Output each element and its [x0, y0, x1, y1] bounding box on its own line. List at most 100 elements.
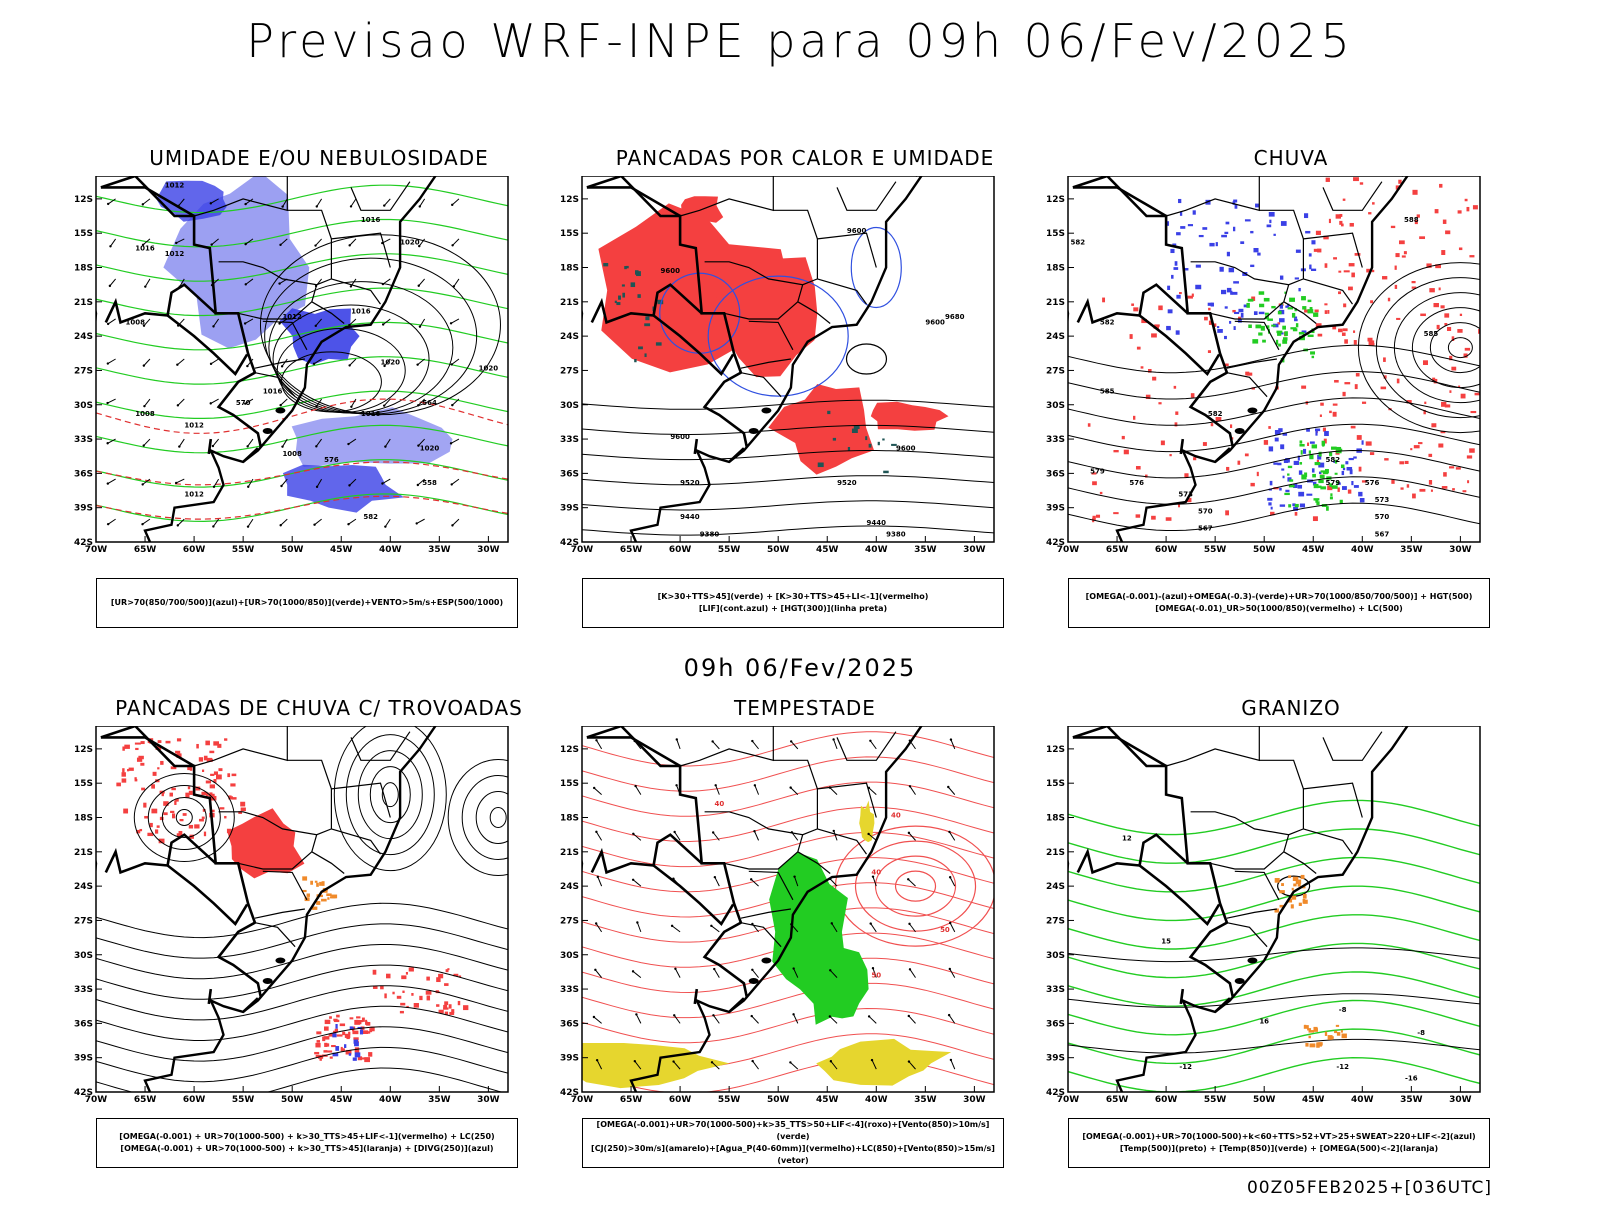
- wind-vector-head: [449, 442, 453, 445]
- map-chuva[interactable]: 582 582 588 585 585 582 579 576 573 570 567 582 579 5…: [1036, 176, 1546, 576]
- wind-vector: [868, 1016, 877, 1024]
- heavy-rain-area: [1260, 325, 1265, 331]
- storm-rain-area: [188, 824, 194, 829]
- rain-area: [1366, 268, 1371, 273]
- rain-area: [1317, 333, 1323, 337]
- rain-area: [1140, 366, 1144, 369]
- contour-label: 576: [1365, 479, 1380, 487]
- wind-vector-head: [793, 875, 796, 878]
- rain-area: [1449, 355, 1453, 361]
- rain-area: [1395, 185, 1401, 190]
- legend-chuva: [OMEGA(-0.001)-(azul)+OMEGA(-0.3)-(verde…: [1068, 578, 1490, 628]
- storm-rain-area: [438, 973, 444, 979]
- contour-label: 9600: [925, 319, 945, 327]
- lon-tick-label: 40W: [865, 545, 888, 555]
- lat-tick-label: 30S: [560, 951, 579, 961]
- wind-vector-head: [749, 878, 753, 881]
- wind-vector: [451, 358, 460, 365]
- rain-area: [1353, 177, 1359, 182]
- wind-vector: [452, 238, 460, 246]
- storm-rain-area: [438, 1009, 444, 1014]
- storm-rain-area: [194, 824, 200, 829]
- rain-area: [1432, 377, 1436, 382]
- wind-vector-head: [418, 325, 422, 328]
- legend-line: [Temp(500)](preto) + [Temp(850)](verde) …: [1119, 1144, 1439, 1153]
- panel-trovoadas: PANCADAS DE CHUVA C/ TROVOADAS 12S 15S 18S…: [64, 696, 574, 1216]
- omega-area: [1174, 261, 1178, 266]
- storm-rain-area: [203, 755, 208, 761]
- storm-rain-area: [238, 811, 243, 814]
- divergence-area: [353, 1039, 359, 1044]
- temp500-contour: [1068, 1038, 1480, 1054]
- lat-tick-label: 42S: [1046, 1088, 1065, 1098]
- storm-rain-area: [336, 1014, 340, 1018]
- rain-area: [1419, 236, 1426, 240]
- wind-vector-head: [280, 484, 283, 488]
- wind-vector-head: [711, 831, 715, 834]
- omega500-area: [1287, 898, 1293, 903]
- wind-vector-head: [869, 922, 872, 925]
- omega-area: [1229, 320, 1232, 324]
- storm-rain-area: [179, 818, 184, 822]
- wind-vector-head: [449, 322, 453, 325]
- wind-vector-head: [280, 365, 284, 368]
- wind-vector-head: [907, 1060, 911, 1063]
- wind-vector: [636, 922, 642, 933]
- map-granizo[interactable]: -8 -8 -12 -12 -16 12 15 16 12S 15S 18S 21S 24S 27S 30S…: [1036, 726, 1546, 1126]
- map-umidade[interactable]: 1012 1012 1016 1016 1020 1012 1008 1016 1020 1016…: [64, 176, 574, 576]
- wind-vector: [908, 1061, 916, 1070]
- wind-vector-head: [348, 244, 351, 247]
- wind-vector-head: [631, 970, 635, 973]
- wind-vector: [280, 398, 288, 406]
- wet-area: [868, 443, 872, 448]
- rain-area: [1396, 378, 1400, 384]
- contour-label: -16: [1405, 1075, 1418, 1083]
- wind-vector-head: [710, 924, 713, 928]
- omega-area: [1171, 274, 1174, 279]
- rain-area: [1428, 453, 1433, 457]
- streamline: [161, 797, 207, 838]
- contour-label: 582: [1326, 456, 1341, 464]
- map-tempestade[interactable]: 40 40 50 50 40 12S 15S 18S 21S 24S 27S 30S 33S 36S 39S…: [550, 726, 1060, 1126]
- contour-label: -12: [1179, 1063, 1192, 1071]
- storm-rain-area: [227, 808, 305, 879]
- lagoon: [1247, 957, 1258, 964]
- heavy-rain-area: [1301, 474, 1307, 480]
- lon-tick-label: 65W: [1106, 545, 1129, 555]
- state-border: [748, 870, 794, 901]
- wind-vector: [870, 923, 877, 933]
- rain-area: [1323, 438, 1327, 444]
- rain-area: [1087, 423, 1091, 427]
- wind-vector: [632, 833, 642, 841]
- rain-area: [1190, 393, 1195, 398]
- lat-tick-label: 27S: [1046, 366, 1065, 376]
- rain-area: [1464, 347, 1471, 351]
- storm-rain-area: [326, 1043, 330, 1047]
- wind-vector: [107, 198, 116, 205]
- lon-tick-label: 35W: [914, 1095, 937, 1105]
- wind-vector: [383, 198, 391, 206]
- rain-area: [1342, 198, 1346, 201]
- wind-vector: [142, 478, 151, 485]
- lat-tick-label: 33S: [74, 435, 93, 445]
- wind-vector-head: [871, 966, 875, 970]
- rain-area: [1207, 350, 1211, 353]
- rain-area: [1095, 514, 1101, 518]
- contour-label: -8: [1339, 1006, 1347, 1014]
- wind-vector-head: [348, 364, 351, 367]
- omega-area: [1273, 233, 1276, 236]
- wind-vector: [416, 518, 425, 524]
- contour-label: 1016: [135, 244, 155, 252]
- lat-tick-label: 21S: [1046, 848, 1065, 858]
- divergence-area: [354, 1052, 361, 1058]
- storm-rain-area: [348, 1031, 351, 1035]
- rain-area: [1349, 222, 1354, 227]
- omega-area: [1301, 330, 1307, 334]
- state-border: [1226, 358, 1277, 369]
- wind-vector-head: [279, 243, 282, 247]
- omega-area: [1298, 470, 1303, 475]
- legend-line: [OMEGA(-0.01)_UR>50(1000/850)(vermelho) …: [1155, 604, 1403, 613]
- wet-area: [644, 353, 647, 358]
